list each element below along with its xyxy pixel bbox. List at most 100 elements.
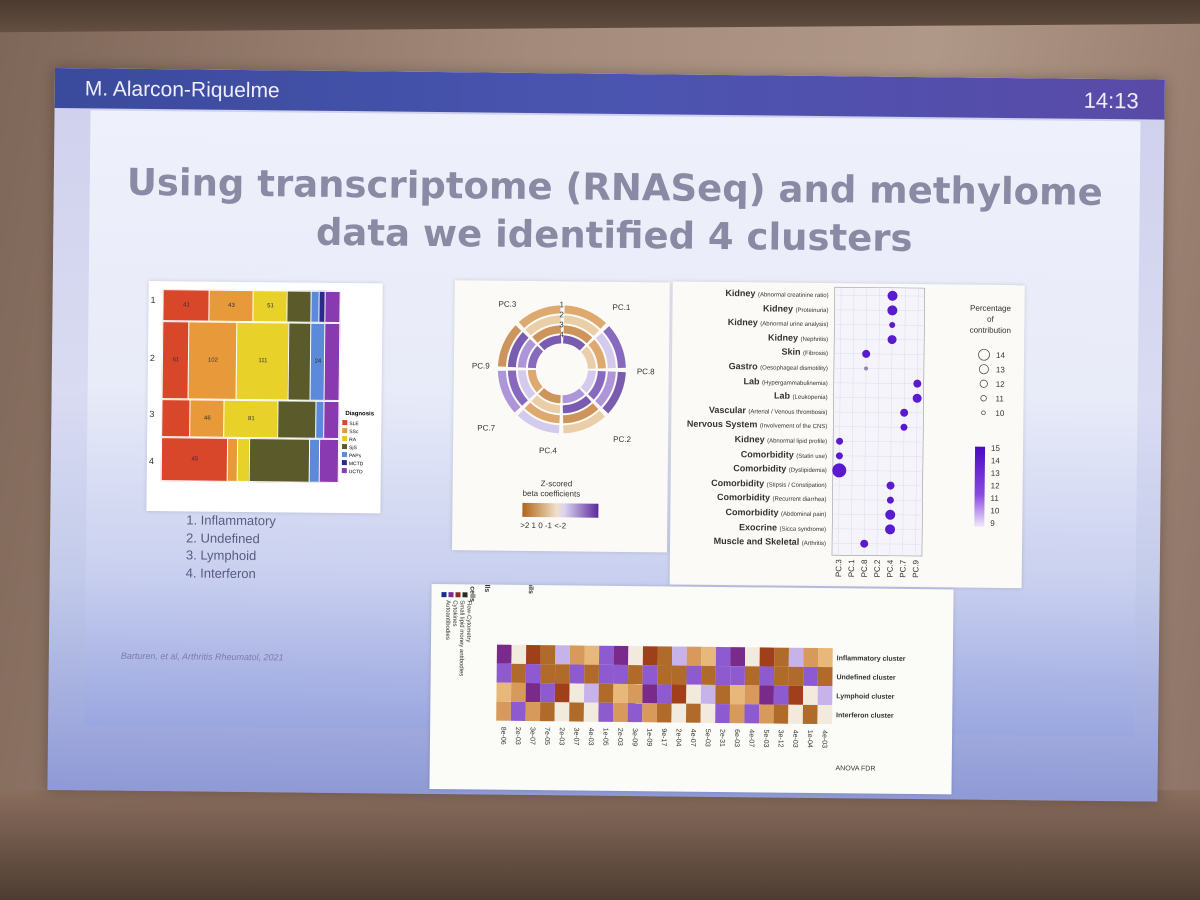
heatmap-legend-swatch [448,592,454,598]
heatmap-cell [613,645,629,666]
heatmap-cell [729,685,745,705]
radial-pc-chart: 1 2 3 4 PC.1 PC.8 PC.2 PC.4 PC.7 PC.9 PC.3 Z-scored… [451,280,670,553]
pc-label: PC.3 [499,300,517,309]
colorbar [522,502,599,518]
treemap-legend-title: Diagnosis [345,411,375,418]
heatmap-cell [510,682,526,702]
dotplot-point [900,423,908,431]
heatmap-fdr-value: 7e-05 [543,727,550,745]
heatmap-cell [773,704,789,724]
heatmap-cell [627,684,643,704]
size-legend-circle [981,410,986,416]
treemap-legend-item: SLE [342,420,359,427]
heatmap-fdr-value: 3e-12 [777,730,784,748]
dotplot-point [913,379,922,388]
size-legend-label: 14 [996,351,1006,360]
heatmap-cell [584,664,599,684]
heatmap-cell [759,685,774,705]
diagnosis-treemap: 1 2 3 4 41 43 51 61 102 111 24 46 81 45 [146,280,383,514]
heatmap-cell [525,682,541,703]
dotplot-point [886,496,894,504]
treemap-cell: 46 [189,399,226,438]
heatmap-cell [715,703,730,724]
heatmap-cell [627,703,643,723]
color-legend-bar [974,446,986,527]
treemap-cell: 45 [160,437,230,482]
treemap-cell [323,400,340,439]
treemap-legend-item: SjS [342,444,357,451]
heatmap-fdr-value: 3e-07 [572,727,579,745]
size-legend-circle [980,395,987,402]
heatmap-fdr-label: ANOVA FDR [835,765,875,772]
legend-swatch [341,468,347,474]
heatmap-cell [656,703,672,723]
radial-segment [497,370,521,413]
size-legend-label: 12 [996,380,1006,389]
heatmap-cell [744,685,760,705]
radial-segment [538,335,562,351]
radial-segment [497,325,522,367]
size-legend-label: 11 [996,394,1005,403]
radial-segment [517,338,536,368]
heatmap-cell [715,665,731,686]
radial-segment [595,332,616,369]
heatmap-cell [583,702,599,722]
column-label: PC.7 [898,559,907,577]
legend-label: SSc [349,429,359,436]
size-legend-circle [978,348,990,361]
heatmap-cell [802,704,818,725]
color-legend-label: 10 [990,506,1000,515]
heatmap-cell [540,683,555,703]
treemap-legend-item: SSc [342,428,358,435]
treemap-legend-item: UCTD [341,468,363,476]
dotplot-point [887,290,898,301]
grid-line [833,397,924,399]
radial-segment [531,395,561,414]
heatmap-fdr-value: 1e-09 [645,728,652,746]
grid-line [863,287,868,556]
legend-label: UCTD [348,469,363,476]
grid-line [832,484,923,487]
grid-line [833,367,924,370]
legend-label: SjS [349,445,357,452]
heatmap-cell [657,646,673,666]
heatmap-legend-label: Autoantibodies [444,600,450,640]
radial-segment [538,388,561,404]
legend-swatch [342,436,348,442]
heatmap-cell [613,664,629,685]
heatmap-cell [613,683,628,704]
grid-line [850,287,855,556]
dotplot-point [860,539,869,548]
heatmap-cell [656,684,672,704]
heatmap-cell [642,646,658,666]
grid-line [838,287,842,556]
heatmap-column-label: NK T-like cells [468,584,475,602]
heatmap-cell [569,702,584,722]
heatmap-cell [525,644,541,665]
heatmap-cell [511,644,527,664]
dotplot-point [886,481,895,490]
colorbar-title: Z-scored [541,479,573,488]
column-label: PC.9 [911,559,920,577]
heatmap-cell [744,666,760,686]
ring-label: 3 [559,320,564,329]
colorbar-title: beta coefficients [523,489,581,499]
grid-line [834,309,925,311]
radial-segment [581,346,596,369]
heatmap-cell [496,682,512,702]
heatmap-cell [598,702,614,722]
legend-label: PAPs [348,453,362,460]
heatmap-fdr-value: 5e-03 [762,729,769,747]
pc-label: PC.8 [637,367,655,376]
heatmap-cell [715,646,731,667]
session-clock: 14:13 [1083,87,1139,114]
treemap-cell [277,400,318,439]
heatmap-cell [788,666,804,686]
radial-segment [507,370,528,406]
dotplot-point [832,463,847,478]
size-legend-circle [979,379,988,388]
heatmap-cell [715,684,731,705]
radial-segment [507,332,529,368]
heatmap-cell [774,647,789,667]
heatmap-column-label: CD4 T cells [483,584,490,592]
